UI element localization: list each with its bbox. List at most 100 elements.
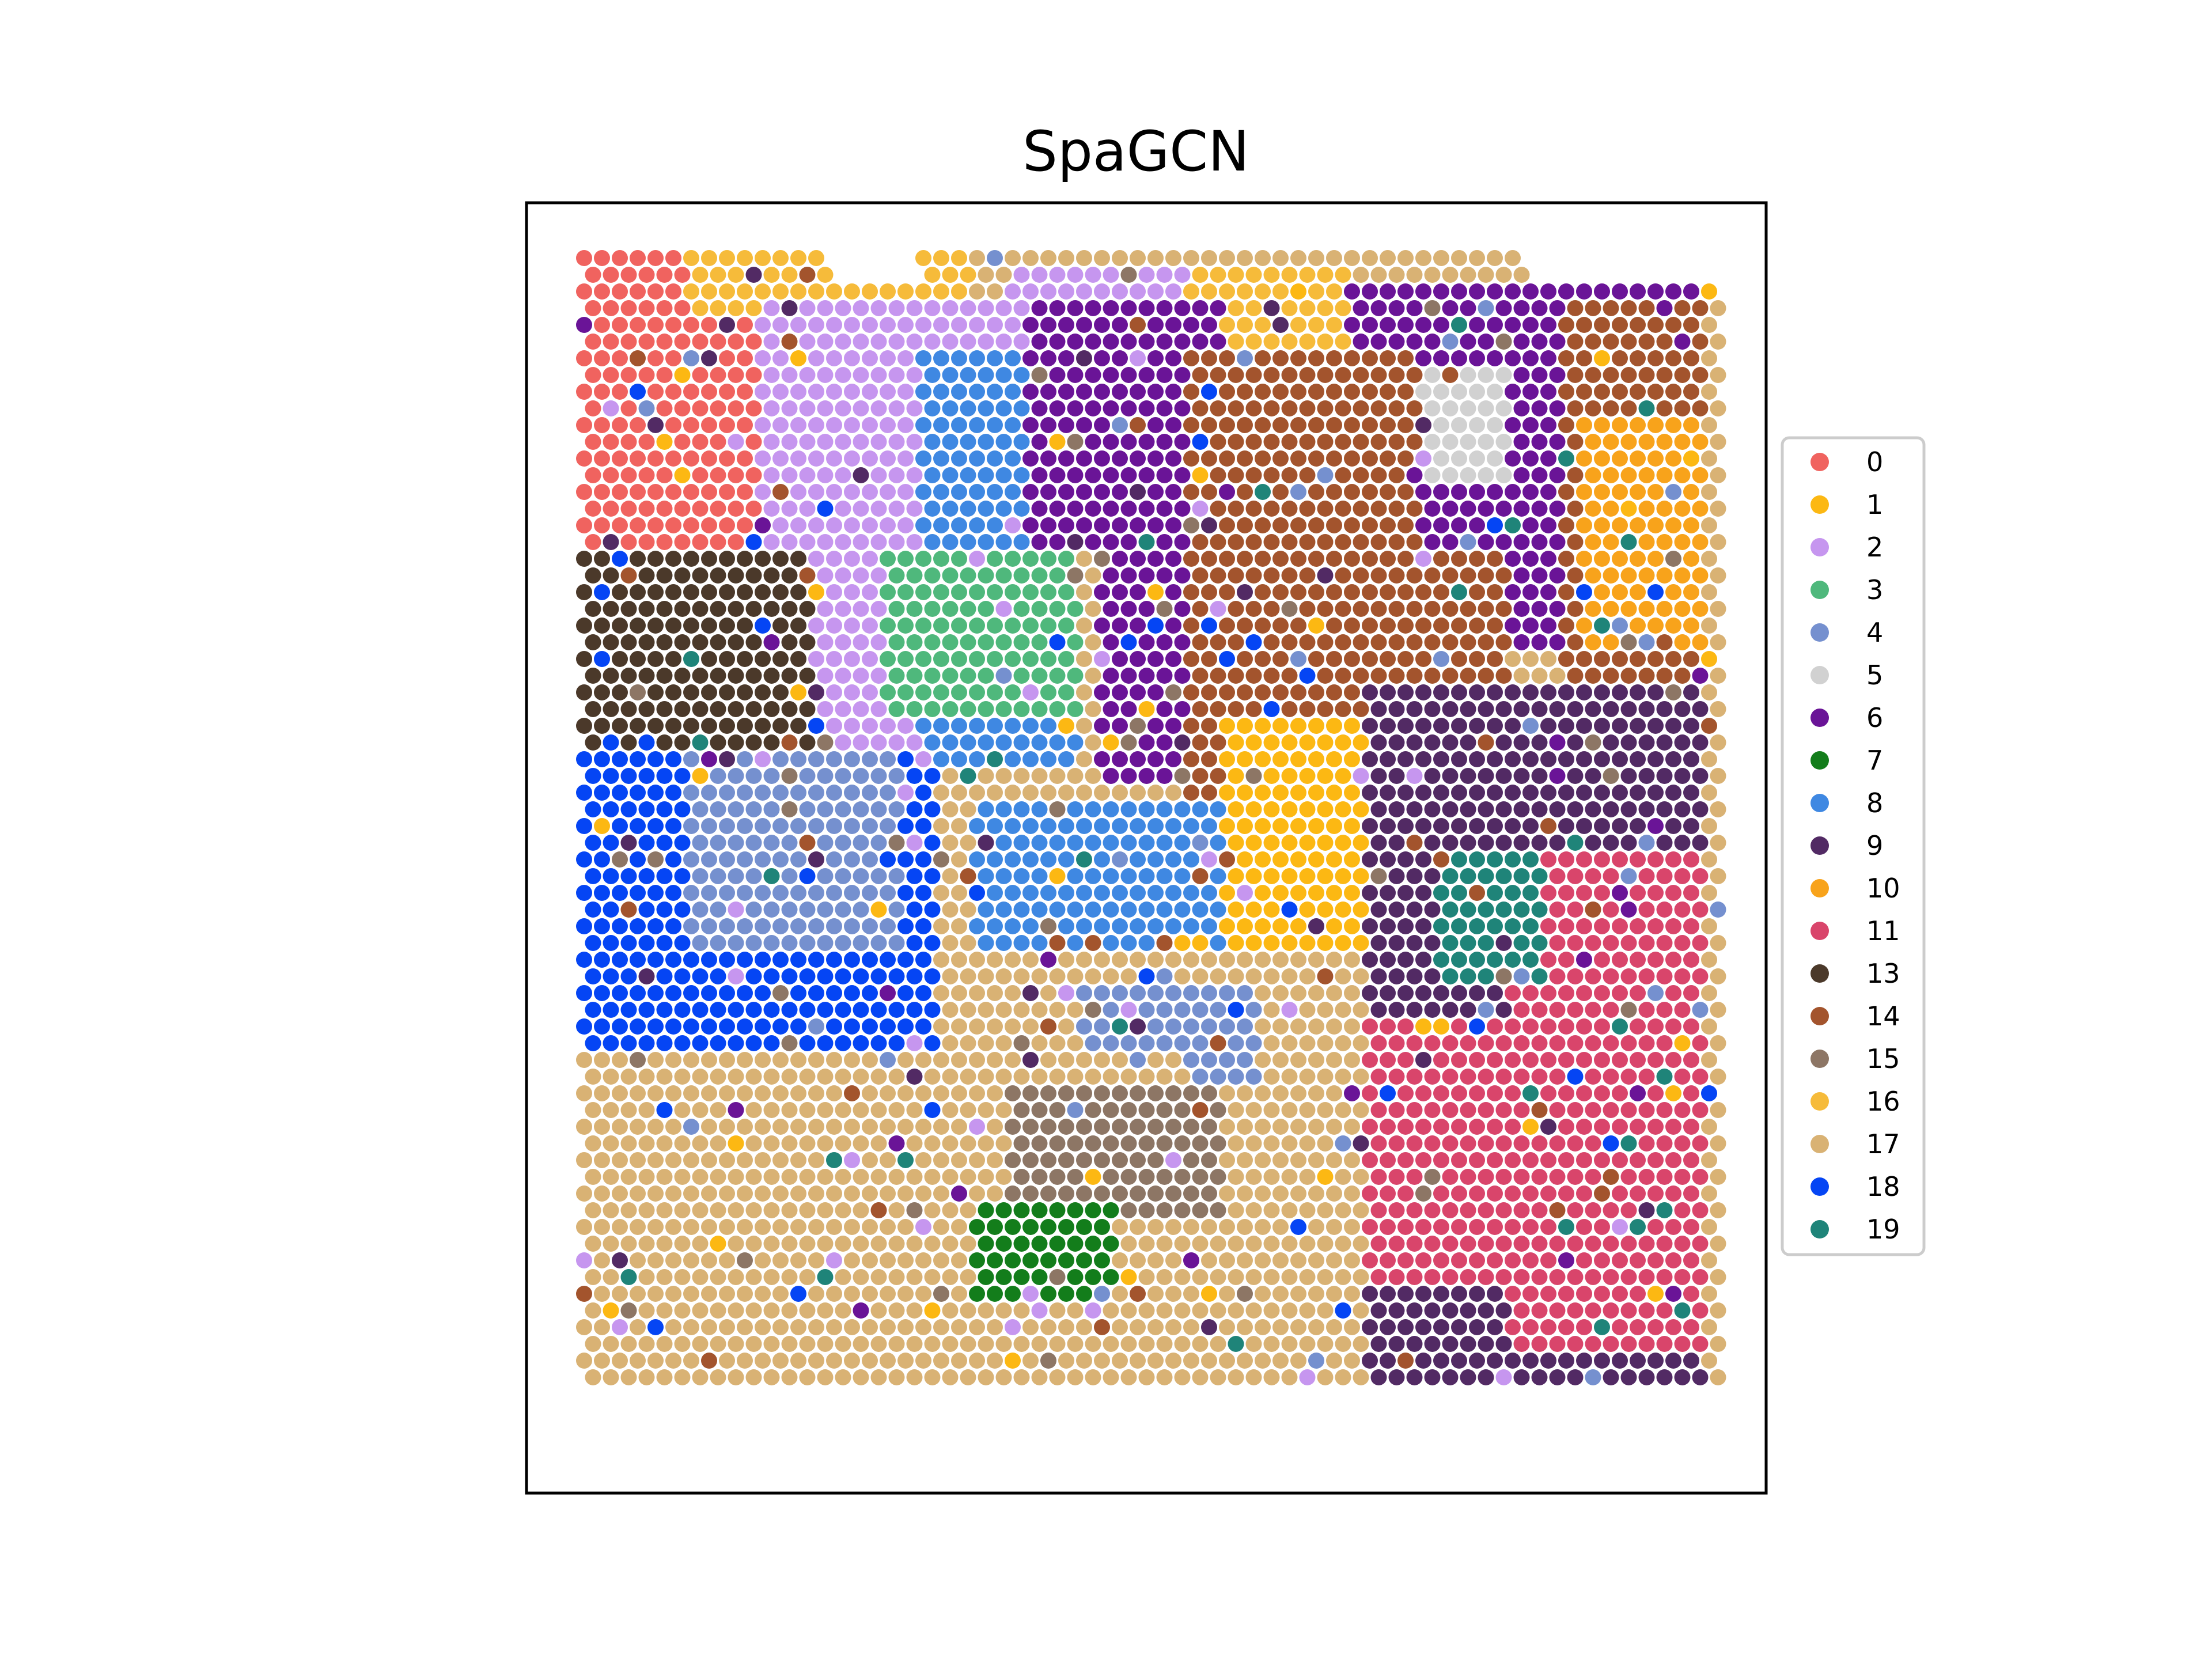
spot-cluster-15 <box>1174 1102 1191 1118</box>
spot-cluster-3 <box>960 668 976 684</box>
spot-cluster-3 <box>951 551 967 567</box>
spot-cluster-17 <box>1281 1035 1298 1051</box>
spot-cluster-14 <box>1335 534 1351 550</box>
spot-cluster-11 <box>1656 935 1673 951</box>
spot-cluster-17 <box>1245 1236 1262 1252</box>
spot-cluster-14 <box>1183 651 1199 667</box>
spot-cluster-4 <box>772 918 789 934</box>
spot-cluster-16 <box>692 300 709 316</box>
spot-cluster-18 <box>790 1286 806 1302</box>
spot-cluster-9 <box>1388 801 1405 817</box>
spot-cluster-14 <box>772 484 789 500</box>
spot-cluster-8 <box>1013 734 1030 751</box>
spot-cluster-17 <box>933 1353 949 1369</box>
spot-cluster-19 <box>1674 1302 1691 1319</box>
spot-cluster-8 <box>1130 885 1146 901</box>
spot-cluster-10 <box>1638 501 1655 517</box>
spot-cluster-14 <box>1380 450 1396 467</box>
spot-cluster-18 <box>683 952 699 968</box>
spot-cluster-3 <box>1022 551 1039 567</box>
spot-cluster-11 <box>1630 1152 1646 1168</box>
spot-cluster-17 <box>799 1202 816 1218</box>
spot-cluster-17 <box>1156 1069 1173 1085</box>
spot-cluster-13 <box>665 684 681 700</box>
spot-cluster-0 <box>692 501 709 517</box>
spot-cluster-17 <box>969 1319 985 1335</box>
spot-cluster-17 <box>719 1252 735 1268</box>
spot-cluster-6 <box>1540 584 1556 600</box>
spot-cluster-14 <box>1406 434 1423 450</box>
spot-cluster-2 <box>853 668 869 684</box>
spot-cluster-14 <box>1344 551 1360 567</box>
spot-cluster-6 <box>1040 417 1056 433</box>
spot-cluster-18 <box>576 751 592 767</box>
spot-cluster-6 <box>1505 417 1521 433</box>
spot-cluster-9 <box>1397 851 1414 868</box>
spot-cluster-18 <box>745 1002 762 1018</box>
spot-cluster-11 <box>1665 1319 1681 1335</box>
spot-cluster-2 <box>853 400 869 416</box>
spot-cluster-9 <box>1647 1353 1664 1369</box>
spot-cluster-17 <box>1344 1018 1360 1035</box>
spot-cluster-11 <box>1576 1085 1592 1101</box>
spot-cluster-9 <box>701 350 717 366</box>
spot-cluster-14 <box>1237 618 1253 634</box>
spot-cluster-16 <box>1228 300 1244 316</box>
spot-cluster-17 <box>1201 1219 1217 1235</box>
spot-cluster-18 <box>603 868 619 884</box>
spot-cluster-6 <box>1022 350 1039 366</box>
spot-cluster-9 <box>1130 1018 1146 1035</box>
spot-cluster-8 <box>1147 918 1164 934</box>
spot-cluster-17 <box>817 1236 834 1252</box>
spot-cluster-6 <box>1433 350 1449 366</box>
spot-cluster-13 <box>745 701 762 717</box>
spot-cluster-9 <box>1505 684 1521 700</box>
spot-cluster-17 <box>933 918 949 934</box>
spot-cluster-19 <box>1460 968 1476 984</box>
spot-cluster-6 <box>1138 300 1155 316</box>
spot-cluster-11 <box>1638 1236 1655 1252</box>
spot-cluster-2 <box>790 484 806 500</box>
spot-cluster-6 <box>1138 467 1155 483</box>
spot-cluster-2 <box>888 300 905 316</box>
spot-cluster-6 <box>1112 551 1128 567</box>
spot-cluster-9 <box>1406 801 1423 817</box>
spot-cluster-17 <box>1540 651 1556 667</box>
spot-cluster-11 <box>1495 1202 1512 1218</box>
spot-cluster-14 <box>1620 668 1637 684</box>
spot-cluster-18 <box>683 985 699 1001</box>
spot-cluster-14 <box>1460 567 1476 584</box>
spot-cluster-4 <box>745 935 762 951</box>
spot-cluster-18 <box>674 1035 691 1051</box>
legend-marker-9 <box>1810 836 1829 855</box>
spot-cluster-14 <box>1130 317 1146 333</box>
spot-cluster-11 <box>1558 1018 1574 1035</box>
spot-cluster-13 <box>772 651 789 667</box>
spot-cluster-17 <box>790 1319 806 1335</box>
spot-cluster-9 <box>1415 818 1431 834</box>
spot-cluster-19 <box>1451 918 1467 934</box>
spot-cluster-6 <box>1505 618 1521 634</box>
spot-cluster-17 <box>1147 1286 1164 1302</box>
spot-cluster-11 <box>1513 1035 1530 1051</box>
spot-cluster-17 <box>692 1202 709 1218</box>
spot-cluster-0 <box>620 434 637 450</box>
spot-cluster-17 <box>1326 1085 1342 1101</box>
spot-cluster-11 <box>1442 1069 1459 1085</box>
spot-cluster-18 <box>817 1002 834 1018</box>
spot-cluster-18 <box>719 1018 735 1035</box>
spot-cluster-14 <box>1397 517 1414 533</box>
spot-cluster-0 <box>745 501 762 517</box>
spot-cluster-17 <box>1147 1353 1164 1369</box>
spot-cluster-11 <box>1487 1252 1503 1268</box>
spot-cluster-15 <box>1005 1185 1021 1202</box>
spot-cluster-17 <box>1237 250 1253 266</box>
spot-cluster-14 <box>1442 567 1459 584</box>
spot-cluster-0 <box>665 484 681 500</box>
spot-cluster-18 <box>728 1035 744 1051</box>
spot-cluster-2 <box>826 417 842 433</box>
spot-cluster-14 <box>1183 751 1199 767</box>
spot-cluster-13 <box>576 551 592 567</box>
spot-cluster-14 <box>1585 367 1601 383</box>
spot-cluster-9 <box>1415 885 1431 901</box>
